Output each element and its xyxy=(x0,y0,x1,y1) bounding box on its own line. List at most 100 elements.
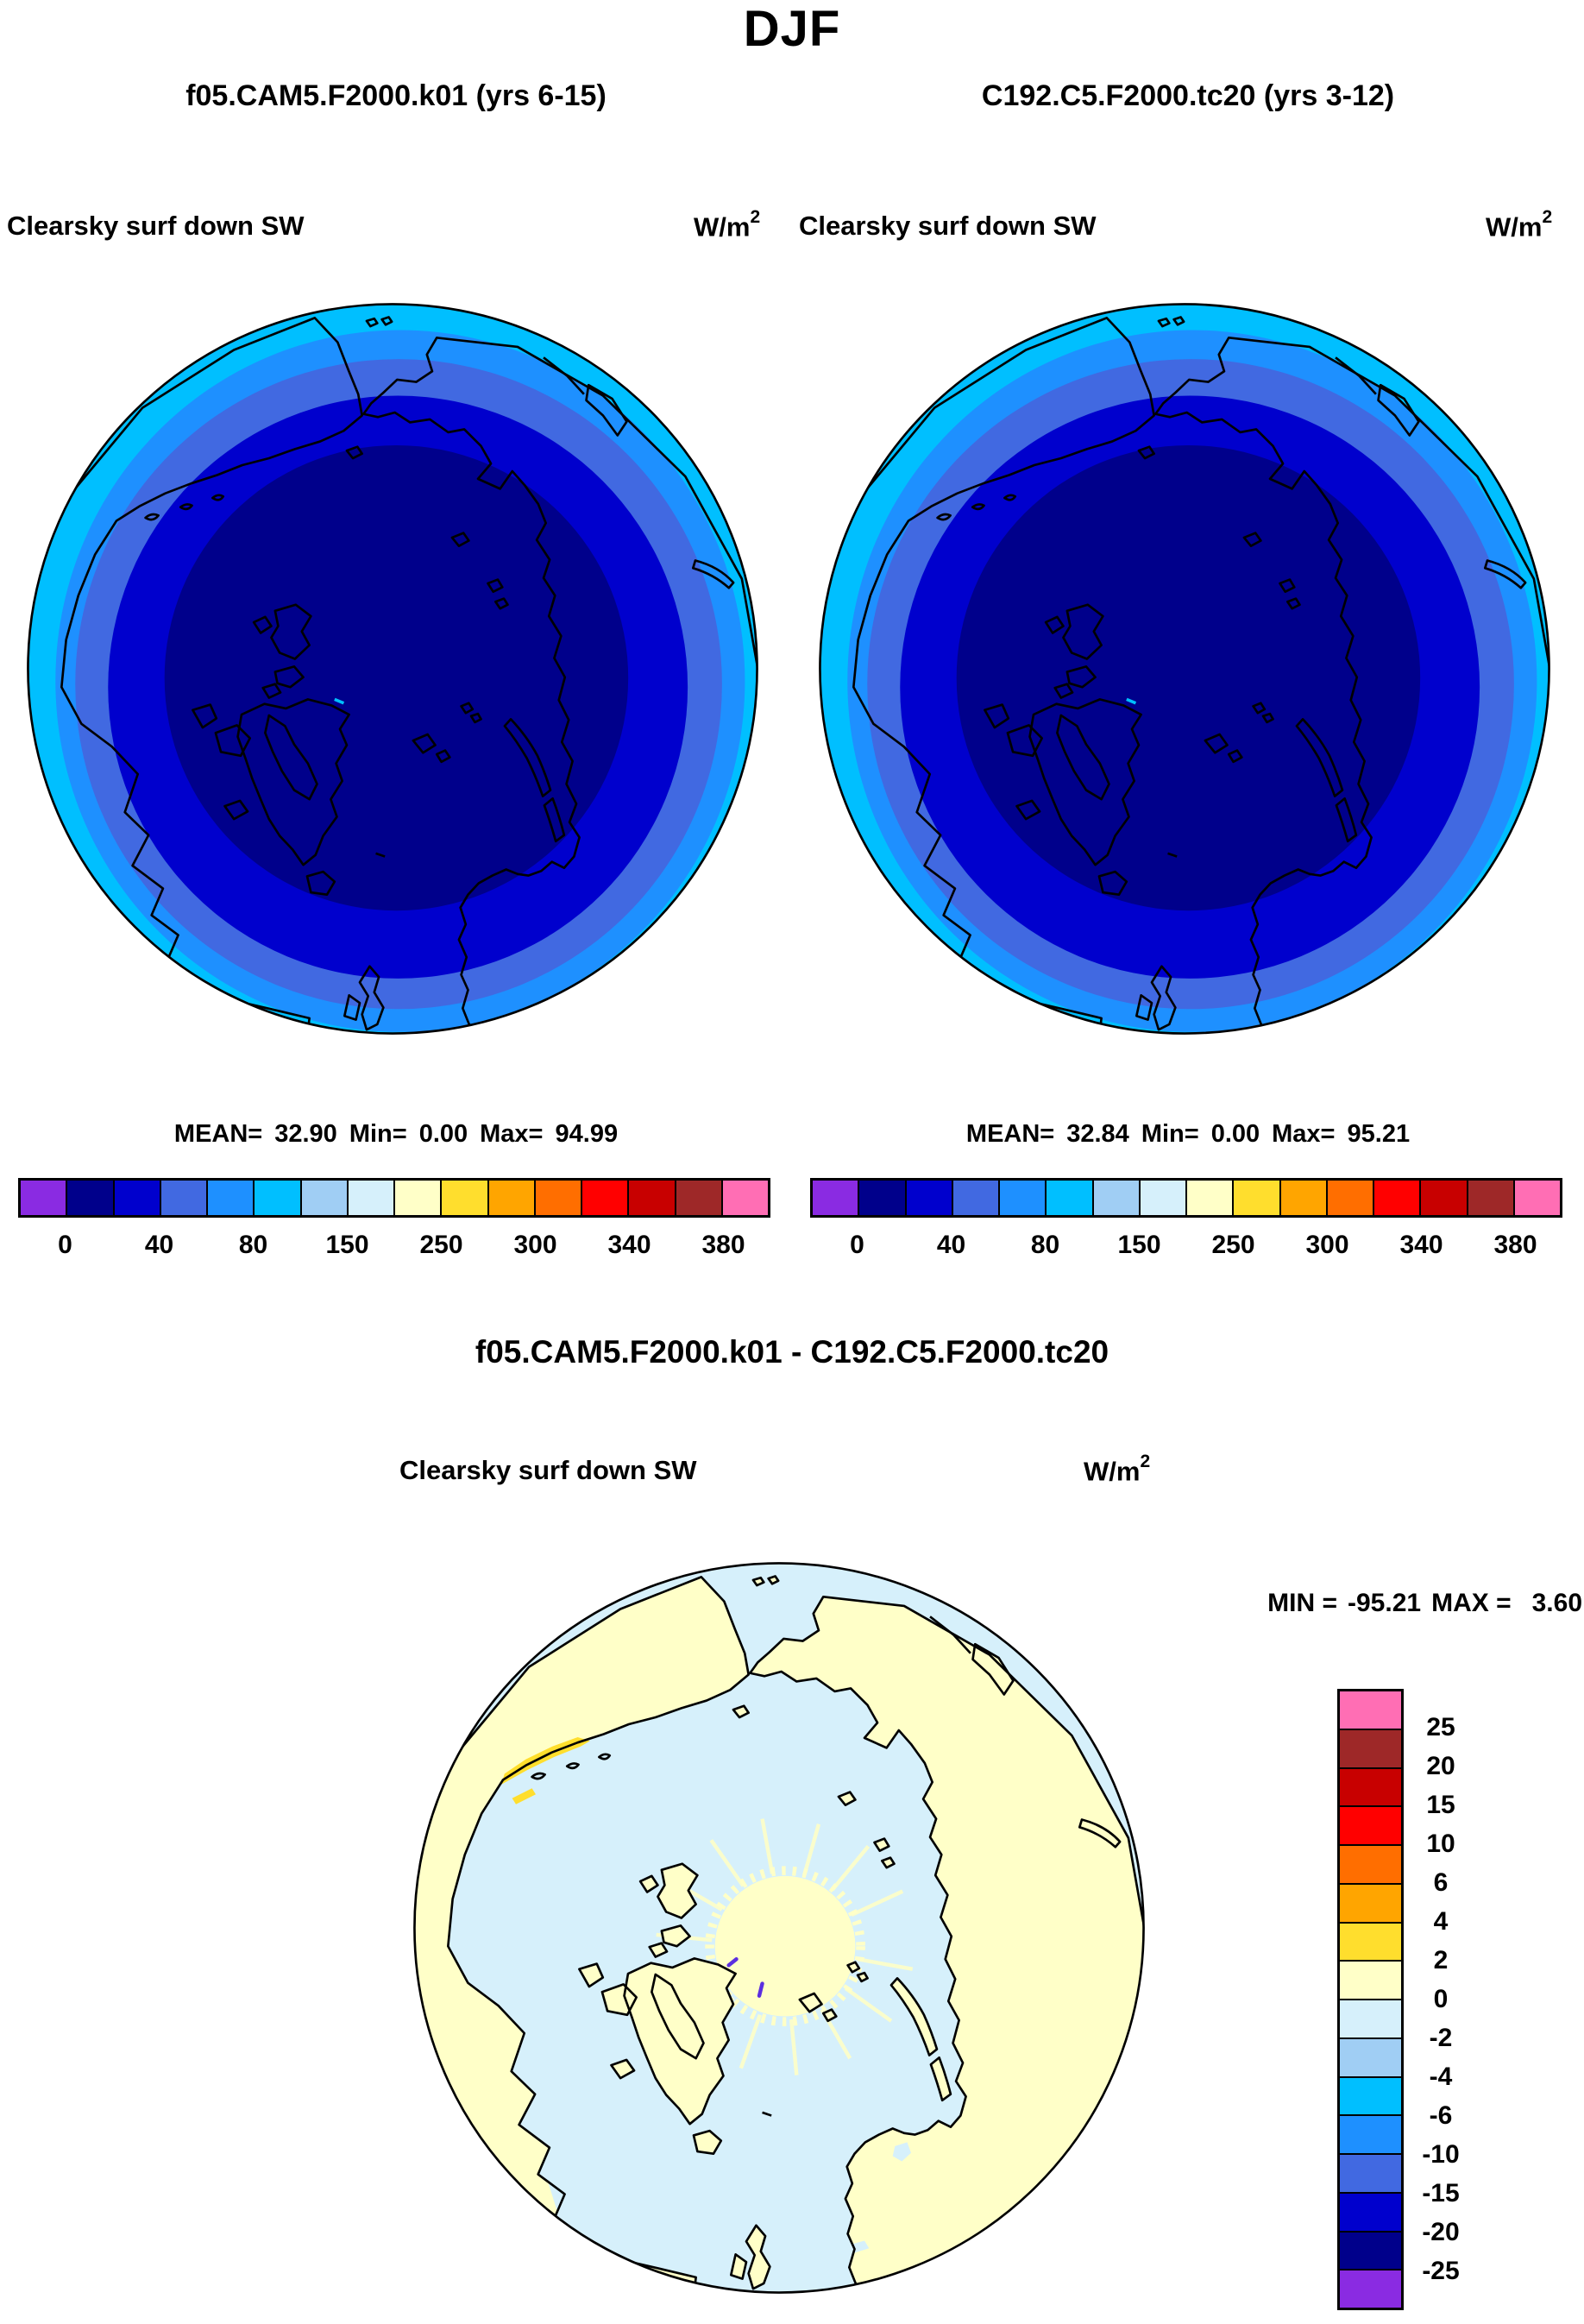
colorbar-cell xyxy=(1187,1181,1233,1215)
colorbar-cell xyxy=(114,1181,160,1215)
colorbar-tick-label: 0 xyxy=(58,1231,72,1259)
colorbar-cell xyxy=(160,1181,206,1215)
colorbar-cell xyxy=(722,1181,768,1215)
colorbar-tick-label: 150 xyxy=(1117,1231,1161,1259)
colorbar-cell xyxy=(582,1181,628,1215)
colorbar-tick-label: 340 xyxy=(1399,1231,1443,1259)
max-label: Max= xyxy=(1272,1120,1336,1148)
colorbar-cell xyxy=(813,1181,858,1215)
max-label: MAX = xyxy=(1431,1589,1512,1617)
colorbar-right xyxy=(810,1178,1562,1218)
mean-label: MEAN= xyxy=(173,1120,263,1148)
units-exponent: 2 xyxy=(1140,1452,1151,1471)
colorbar-cell xyxy=(1327,1181,1373,1215)
colorbar-tick-label: 340 xyxy=(607,1231,651,1259)
min-value: -95.21 xyxy=(1348,1589,1422,1617)
units-base: W/m xyxy=(1084,1456,1141,1487)
min-label: Min= xyxy=(349,1120,407,1148)
colorbar-tick-label: 25 xyxy=(1426,1713,1455,1741)
colorbar-cell xyxy=(395,1181,441,1215)
map-left-content xyxy=(28,304,757,1034)
field-label-left: Clearsky surf down SW xyxy=(7,211,305,241)
field-label-right: Clearsky surf down SW xyxy=(799,211,1097,241)
colorbar-tick-label: -15 xyxy=(1422,2179,1460,2207)
colorbar-tick-label: 10 xyxy=(1426,1830,1455,1858)
colorbar-cell xyxy=(1340,2155,1401,2192)
units-exponent: 2 xyxy=(1542,207,1553,227)
colorbar-tick-label: 6 xyxy=(1433,1868,1449,1897)
stats-left: MEAN= 32.90 Min= 0.00 Max= 94.99 xyxy=(0,1120,792,1149)
colorbar-cell xyxy=(1340,2270,1401,2308)
page-title: DJF xyxy=(743,1,841,57)
colorbar-cell xyxy=(1374,1181,1420,1215)
colorbar-tick-label: 80 xyxy=(238,1231,268,1259)
colorbar-cell xyxy=(1340,2000,1401,2037)
units-label-diff: W/m2 xyxy=(1084,1452,1151,1487)
colorbar-tick-label: -20 xyxy=(1422,2218,1460,2246)
colorbar-cell xyxy=(1280,1181,1326,1215)
max-value: 95.21 xyxy=(1347,1120,1411,1148)
mean-label: MEAN= xyxy=(965,1120,1055,1148)
units-label-right: W/m2 xyxy=(1486,207,1552,242)
units-exponent: 2 xyxy=(750,207,761,227)
contour-speck xyxy=(1126,697,1137,705)
diff-minmax: MIN = -95.21 MAX = 3.60 xyxy=(1035,1589,1582,1618)
colorbar-tick-label: 40 xyxy=(936,1231,966,1259)
contour-speck xyxy=(334,697,345,705)
units-label-left: W/m2 xyxy=(694,207,760,242)
map-left-polar xyxy=(27,303,758,1035)
map-rim xyxy=(27,303,758,1035)
colorbar-cell xyxy=(1340,2116,1401,2153)
colorbar-cell xyxy=(1340,2232,1401,2270)
colorbar-cell xyxy=(1340,1768,1401,1806)
colorbar-cell xyxy=(535,1181,581,1215)
colorbar-tick-label: 4 xyxy=(1433,1907,1449,1936)
colorbar-cell xyxy=(1340,1846,1401,1883)
colorbar-tick-label: 80 xyxy=(1030,1231,1060,1259)
colorbar-cell xyxy=(1514,1181,1560,1215)
min-label: Min= xyxy=(1141,1120,1199,1148)
colorbar-cell xyxy=(1340,1691,1401,1729)
colorbar-cell xyxy=(952,1181,998,1215)
colorbar-tick-label: 150 xyxy=(325,1231,369,1259)
colorbar-diff-ticks: 25 20 15 10 6 4 2 0 -2 -4 -6 -10 -15 -20 -25 xyxy=(1404,1689,1478,2310)
colorbar-cell xyxy=(21,1181,66,1215)
colorbar-cell xyxy=(629,1181,675,1215)
colorbar-diff xyxy=(1337,1689,1404,2310)
colorbar-tick-label: 0 xyxy=(1433,1985,1449,2013)
colorbar-cell xyxy=(67,1181,113,1215)
colorbar-tick-label: 380 xyxy=(701,1231,745,1259)
max-value: 94.99 xyxy=(555,1120,619,1148)
colorbar-tick-label: 250 xyxy=(1211,1231,1255,1259)
colorbar-cell xyxy=(255,1181,300,1215)
colorbar-tick-label: -6 xyxy=(1429,2101,1453,2130)
gold-anomaly-patch xyxy=(501,1737,590,1804)
units-base: W/m xyxy=(694,211,751,242)
colorbar-cell xyxy=(1340,2077,1401,2115)
ring-0-20 xyxy=(956,444,1421,911)
colorbar-tick-label: 0 xyxy=(850,1231,864,1259)
colorbar-cell xyxy=(1340,1923,1401,1961)
colorbar-cell xyxy=(1047,1181,1092,1215)
colorbar-cell xyxy=(1000,1181,1046,1215)
colorbar-cell xyxy=(1340,1884,1401,1922)
pole-cap xyxy=(656,1818,914,2075)
ring-0-20 xyxy=(164,444,629,911)
colorbar-cell xyxy=(1340,2038,1401,2076)
field-label-diff: Clearsky surf down SW xyxy=(399,1455,697,1485)
colorbar-tick-label: 250 xyxy=(419,1231,463,1259)
run-label-right: C192.C5.F2000.tc20 (yrs 3-12) xyxy=(981,79,1395,112)
mean-value: 32.90 xyxy=(274,1120,337,1148)
purple-anomaly-marks xyxy=(726,1957,764,1998)
min-value: 0.00 xyxy=(1210,1120,1260,1148)
colorbar-cell xyxy=(208,1181,254,1215)
min-value: 0.00 xyxy=(418,1120,468,1148)
colorbar-tick-label: -10 xyxy=(1422,2140,1460,2169)
map-diff-polar xyxy=(413,1562,1145,2294)
colorbar-cell xyxy=(348,1181,393,1215)
colorbar-cell xyxy=(301,1181,347,1215)
colorbar-cell xyxy=(1340,2193,1401,2231)
colorbar-cell xyxy=(1093,1181,1139,1215)
colorbar-tick-label: -4 xyxy=(1429,2063,1453,2091)
colorbar-cell xyxy=(676,1181,721,1215)
